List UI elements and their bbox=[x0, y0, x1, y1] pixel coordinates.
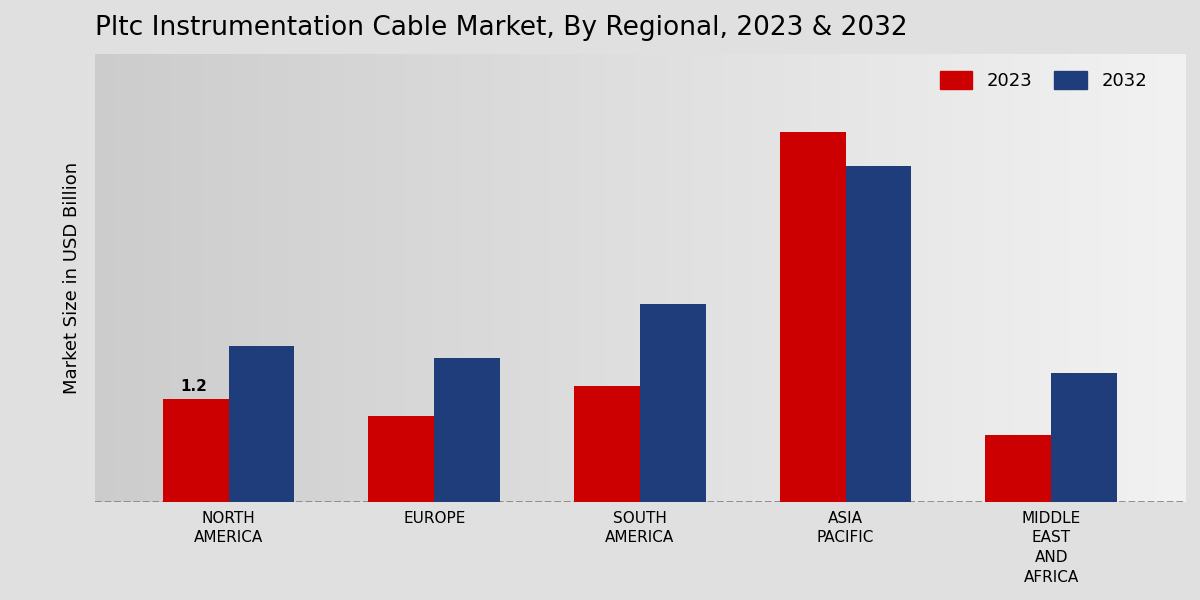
Text: Pltc Instrumentation Cable Market, By Regional, 2023 & 2032: Pltc Instrumentation Cable Market, By Re… bbox=[95, 15, 907, 41]
Text: 1.2: 1.2 bbox=[180, 379, 208, 394]
Bar bbox=[780, 132, 846, 502]
Bar bbox=[1051, 373, 1117, 502]
Bar bbox=[228, 346, 294, 502]
Legend: 2023, 2032: 2023, 2032 bbox=[932, 64, 1154, 97]
Bar bbox=[640, 304, 706, 502]
Bar bbox=[163, 399, 228, 502]
Bar bbox=[846, 166, 912, 502]
Bar bbox=[574, 386, 640, 502]
Bar bbox=[368, 416, 434, 502]
Bar bbox=[985, 435, 1051, 502]
Bar bbox=[434, 358, 500, 502]
Y-axis label: Market Size in USD Billion: Market Size in USD Billion bbox=[62, 162, 82, 394]
